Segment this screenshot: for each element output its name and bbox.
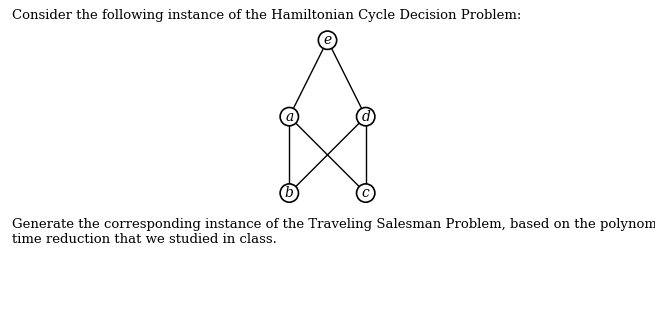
Text: Consider the following instance of the Hamiltonian Cycle Decision Problem:: Consider the following instance of the H… bbox=[12, 9, 521, 22]
Text: e: e bbox=[324, 33, 331, 47]
Circle shape bbox=[356, 184, 375, 202]
Circle shape bbox=[280, 184, 299, 202]
Text: a: a bbox=[285, 110, 293, 124]
Circle shape bbox=[318, 31, 337, 49]
Text: c: c bbox=[362, 186, 369, 200]
Text: d: d bbox=[362, 110, 370, 124]
Text: Generate the corresponding instance of the Traveling Salesman Problem, based on : Generate the corresponding instance of t… bbox=[12, 218, 655, 246]
Circle shape bbox=[280, 107, 299, 126]
Circle shape bbox=[356, 107, 375, 126]
Text: b: b bbox=[285, 186, 293, 200]
